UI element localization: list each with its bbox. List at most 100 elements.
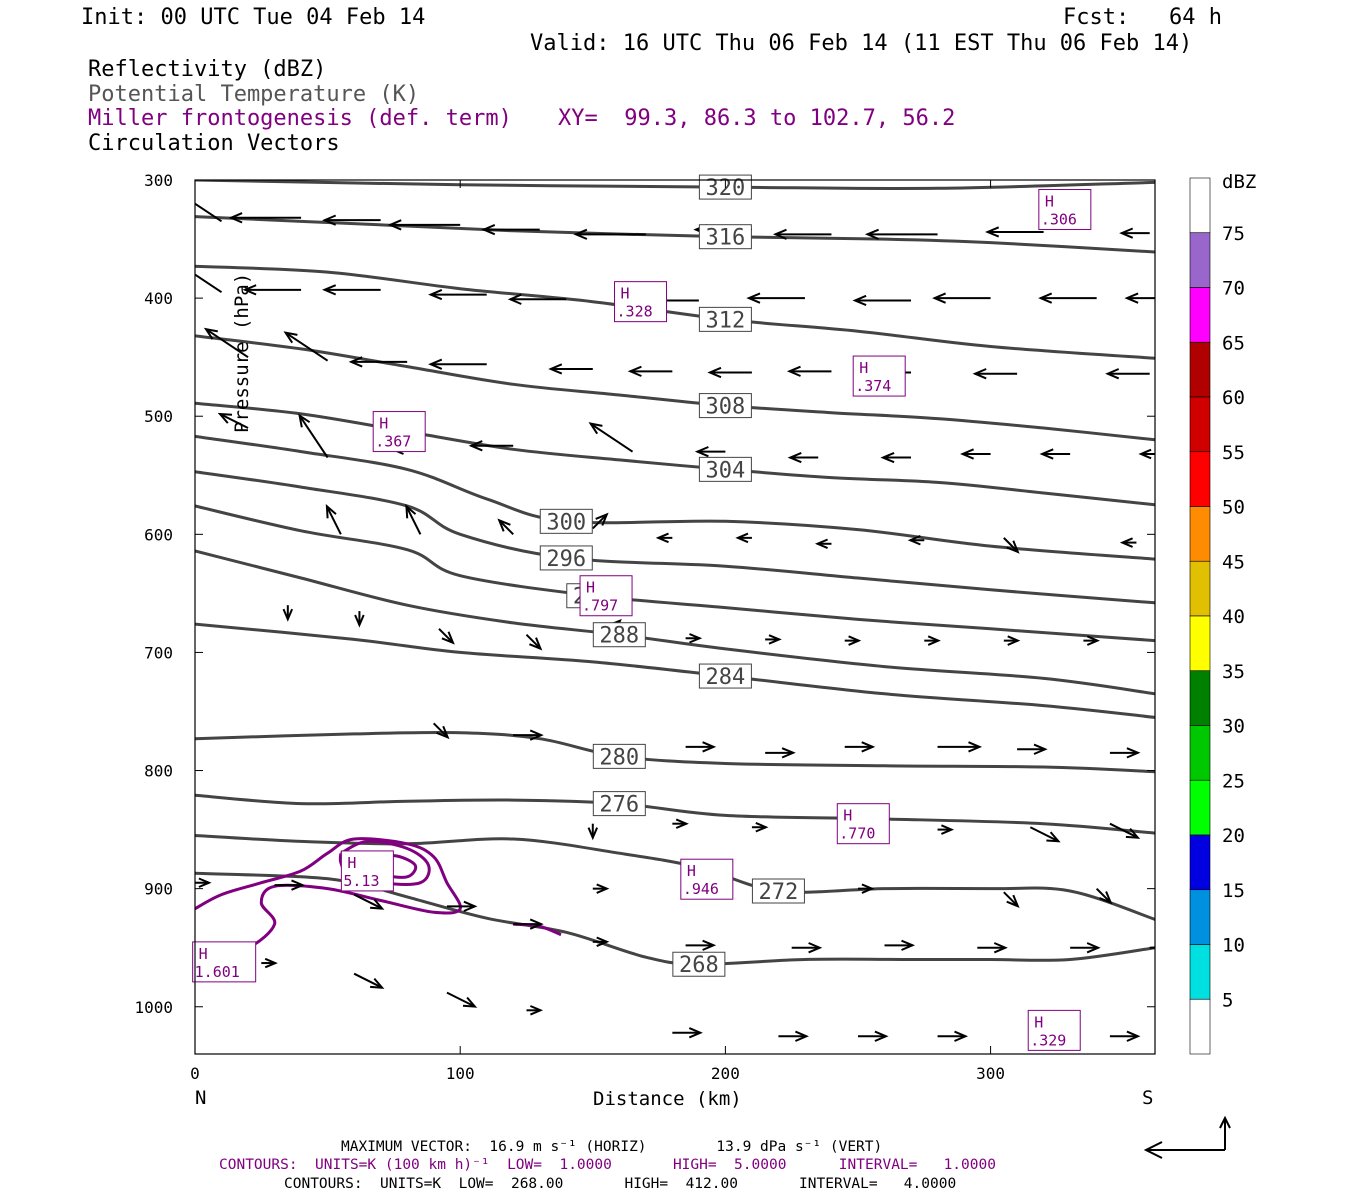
theta-label-312: 312 — [698, 306, 752, 333]
theta-label-text: 280 — [599, 745, 639, 770]
vector-head — [808, 942, 823, 954]
vector-head — [291, 879, 306, 891]
vector-head — [1086, 942, 1101, 954]
wind-vector — [1149, 943, 1178, 952]
wind-vector — [592, 883, 610, 894]
wind-vector — [977, 942, 1008, 954]
wind-vector — [468, 440, 514, 452]
y-tick-label: 800 — [144, 762, 173, 781]
vector-shaft — [298, 414, 329, 459]
wind-vector — [353, 893, 385, 910]
fronto-contour-note: CONTOURS: UNITS=K (100 km h)⁻¹ LOW= 1.00… — [219, 1157, 996, 1173]
y-tick-label: 300 — [144, 171, 173, 190]
colorbar-level-label: 45 — [1222, 551, 1245, 573]
wind-vector — [672, 818, 689, 829]
wind-vector — [884, 939, 916, 951]
fronto-max-h: H — [586, 579, 595, 597]
vector-head — [180, 193, 192, 203]
theta-label-box — [698, 393, 752, 419]
wind-vector — [195, 877, 212, 888]
wind-vector — [592, 512, 609, 530]
vector-head — [405, 503, 417, 519]
wind-vector — [985, 226, 1044, 238]
vector-head — [768, 634, 782, 645]
theta-contour-276 — [195, 793, 1155, 835]
vector-shaft — [525, 634, 542, 650]
wind-vector — [573, 228, 646, 240]
theta-label-box — [751, 878, 805, 904]
wind-vector — [1119, 227, 1150, 239]
fronto-max-box — [372, 411, 426, 453]
vector-head — [529, 637, 543, 651]
colorbar-segment — [1189, 670, 1211, 726]
y-tick-label: 1000 — [134, 998, 173, 1017]
theta-label-284: 284 — [698, 663, 752, 690]
fronto-max-box — [340, 850, 394, 892]
theta-label-box — [672, 951, 726, 977]
wind-vector — [972, 368, 1018, 380]
vector-head — [529, 729, 544, 741]
wind-vector — [1017, 743, 1048, 755]
colorbar-level-label: 15 — [1222, 880, 1245, 902]
wind-vector — [791, 942, 823, 954]
wind-vector — [446, 900, 478, 912]
vector-head — [781, 747, 796, 759]
vector-head — [954, 1030, 969, 1042]
vector-head — [462, 996, 478, 1008]
fronto-max-box — [579, 575, 633, 617]
vector-head — [1046, 831, 1061, 843]
vector-head — [198, 877, 212, 888]
wind-vector — [588, 422, 634, 453]
colorbar-segment — [1189, 998, 1211, 1055]
fronto-max-box — [1038, 189, 1092, 231]
wind-vector — [217, 412, 249, 429]
fronto-max-h: H — [199, 945, 208, 963]
vector-shaft — [285, 331, 329, 362]
colorbar-segment — [1189, 779, 1211, 836]
wind-vector — [587, 823, 599, 841]
colorbar-level-label: 10 — [1222, 935, 1245, 957]
fronto-max: H.367 — [372, 411, 426, 453]
fronto-max-value: .328 — [617, 303, 653, 321]
colorbar-segment — [1189, 834, 1211, 891]
vector-head — [530, 1005, 544, 1016]
wind-vector — [282, 605, 294, 622]
wind-vector — [1083, 635, 1100, 646]
wind-vector — [180, 193, 223, 223]
wind-vector — [428, 358, 487, 370]
vector-head — [772, 228, 787, 240]
colorbar-level-label: 75 — [1222, 223, 1245, 245]
vector-shaft — [432, 722, 449, 739]
wind-vector — [937, 1030, 969, 1042]
vector-head — [1167, 943, 1178, 952]
theta-label-304: 304 — [698, 456, 752, 483]
cross-section-endpoints: XY= 99.3, 86.3 to 102.7, 56.2 — [558, 106, 956, 131]
fronto-max: H5.13 — [340, 850, 394, 892]
vector-head — [217, 412, 233, 424]
colorbar-level-label: 20 — [1222, 825, 1245, 847]
wind-vector — [765, 747, 796, 759]
theta-label-268: 268 — [672, 951, 726, 978]
fronto-max-box — [1027, 1009, 1081, 1051]
wind-vector — [880, 451, 912, 464]
colorbar-level-label: 40 — [1222, 606, 1245, 628]
fronto-max-box — [614, 281, 668, 323]
wind-vector — [497, 518, 514, 536]
vector-head — [596, 883, 610, 894]
vector-head — [1126, 1030, 1141, 1042]
vector-head — [795, 1030, 809, 1042]
vector-head — [348, 356, 363, 368]
frontogenesis-maxima: H.306H.328H.374H.367H.797H.770H5.13H.946… — [192, 189, 1092, 1051]
theta-label-text: 284 — [706, 665, 746, 690]
theta-label-288: 288 — [592, 622, 646, 649]
circulation-vectors — [180, 193, 1178, 1042]
wind-vector — [772, 228, 832, 240]
fronto-max-value: .374 — [855, 377, 891, 395]
theta-label-296: 296 — [539, 545, 593, 572]
fronto-max-value: .329 — [1030, 1031, 1066, 1049]
wind-vector — [354, 611, 365, 628]
fronto-max: H.306 — [1038, 189, 1092, 231]
vector-head — [874, 1030, 889, 1042]
vector-head — [325, 504, 337, 519]
colorbar-segment — [1189, 944, 1211, 1000]
